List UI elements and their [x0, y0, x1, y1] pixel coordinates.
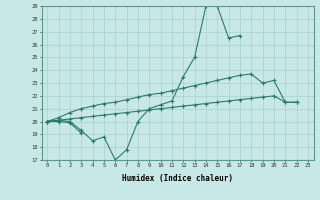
X-axis label: Humidex (Indice chaleur): Humidex (Indice chaleur) — [122, 174, 233, 183]
